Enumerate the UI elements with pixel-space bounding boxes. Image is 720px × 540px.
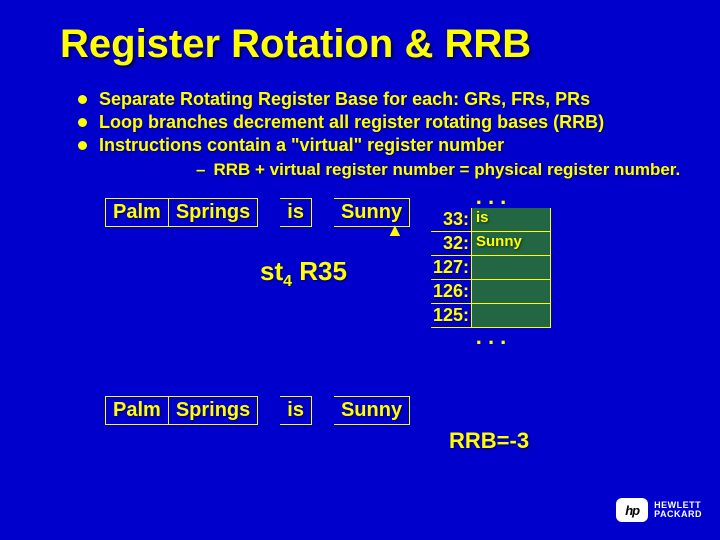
- bullet-text: Loop branches decrement all register rot…: [99, 112, 604, 133]
- register-index: 33:: [431, 208, 471, 231]
- register-index: 32:: [431, 232, 471, 255]
- bullet-icon: [78, 118, 87, 127]
- sub-bullet: – RRB + virtual register number = physic…: [78, 160, 720, 180]
- register-index: 127:: [431, 256, 471, 279]
- word-cell: Springs: [169, 396, 258, 425]
- store-instruction: st4 R35: [260, 256, 347, 291]
- stmt-sub: 4: [283, 273, 292, 290]
- hp-logo-icon: [616, 498, 648, 522]
- register-row: 126:: [431, 280, 551, 304]
- bullet-text: Instructions contain a "virtual" registe…: [99, 135, 504, 156]
- sub-bullet-text: RRB + virtual register number = physical…: [213, 160, 680, 180]
- hp-logo: HEWLETT PACKARD: [616, 498, 702, 522]
- diagram: Palm Springs is Sunny ▲ st4 R35 Palm Spr…: [105, 198, 655, 478]
- word-cell: is: [280, 198, 312, 227]
- word-cell: Palm: [105, 396, 169, 425]
- register-index: 125:: [431, 304, 471, 327]
- hp-logo-text: HEWLETT PACKARD: [654, 501, 702, 519]
- dots-icon: . . .: [431, 334, 551, 340]
- register-value: Sunny: [471, 232, 551, 255]
- rrb-label: RRB=-3: [449, 428, 529, 454]
- register-value: [471, 256, 551, 279]
- stmt-reg: R35: [292, 256, 347, 286]
- word-cell: Springs: [169, 198, 258, 227]
- bullet-item: Separate Rotating Register Base for each…: [78, 89, 720, 110]
- bullet-text: Separate Rotating Register Base for each…: [99, 89, 590, 110]
- word-cell: is: [280, 396, 312, 425]
- register-index: 126:: [431, 280, 471, 303]
- word-cell: Sunny: [334, 396, 410, 425]
- bullet-list: Separate Rotating Register Base for each…: [0, 67, 720, 180]
- sub-bullet-dash: –: [196, 160, 205, 180]
- sentence-row-bottom: Palm Springs is Sunny: [105, 396, 410, 425]
- bullet-item: Instructions contain a "virtual" registe…: [78, 135, 720, 156]
- register-row: 127:: [431, 256, 551, 280]
- register-value: is: [471, 208, 551, 231]
- slide-title: Register Rotation & RRB: [0, 0, 720, 67]
- register-row: 33: is: [431, 208, 551, 232]
- bullet-icon: [78, 141, 87, 150]
- arrow-up-icon: ▲: [386, 220, 404, 241]
- bullet-icon: [78, 95, 87, 104]
- word-cell: Palm: [105, 198, 169, 227]
- register-file: . . . 33: is 32: Sunny 127: 126: 125: . …: [431, 194, 551, 340]
- sentence-row-top: Palm Springs is Sunny: [105, 198, 410, 227]
- register-value: [471, 280, 551, 303]
- logo-line2: PACKARD: [654, 510, 702, 519]
- bullet-item: Loop branches decrement all register rot…: [78, 112, 720, 133]
- register-row: 32: Sunny: [431, 232, 551, 256]
- stmt-op: st: [260, 256, 283, 286]
